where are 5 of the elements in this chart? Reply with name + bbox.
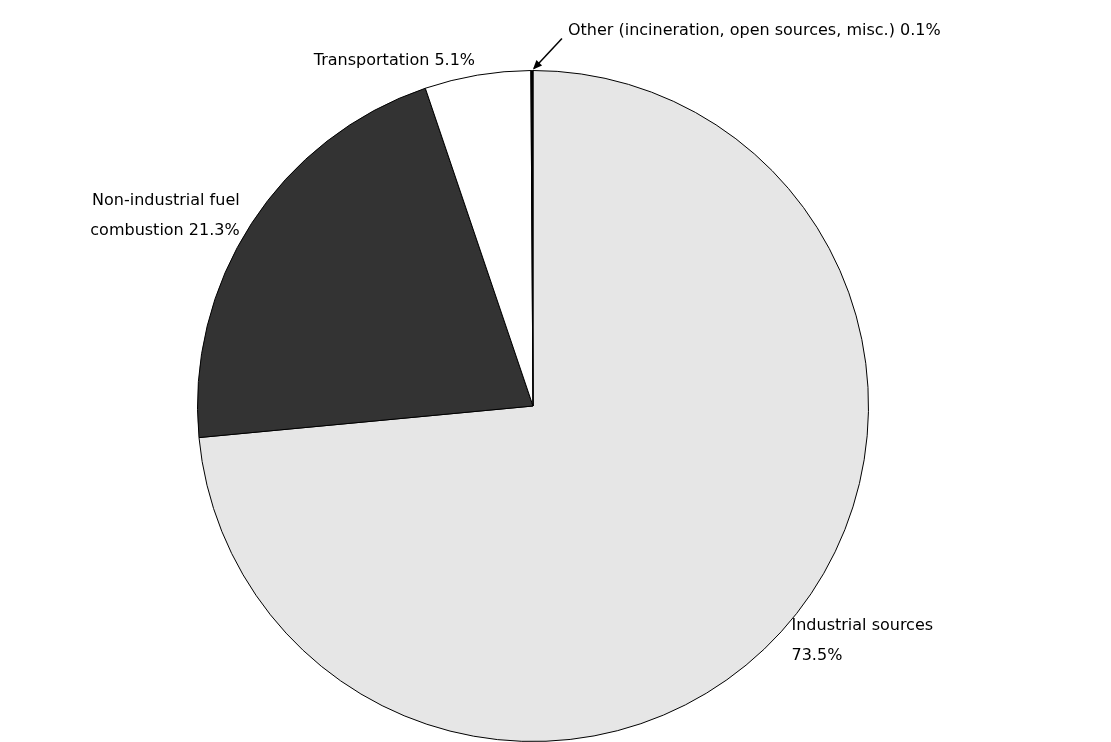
slice-label: Transportation 5.1% [312, 50, 476, 70]
slice-label: Industrial sources [791, 615, 934, 635]
slice-label: Non-industrial fuel combustion 21.3% [90, 190, 240, 240]
data-label: 73.5% [791, 645, 843, 665]
slice-label: Other (incineration, open sources, misc.) 0.1% [567, 19, 941, 39]
